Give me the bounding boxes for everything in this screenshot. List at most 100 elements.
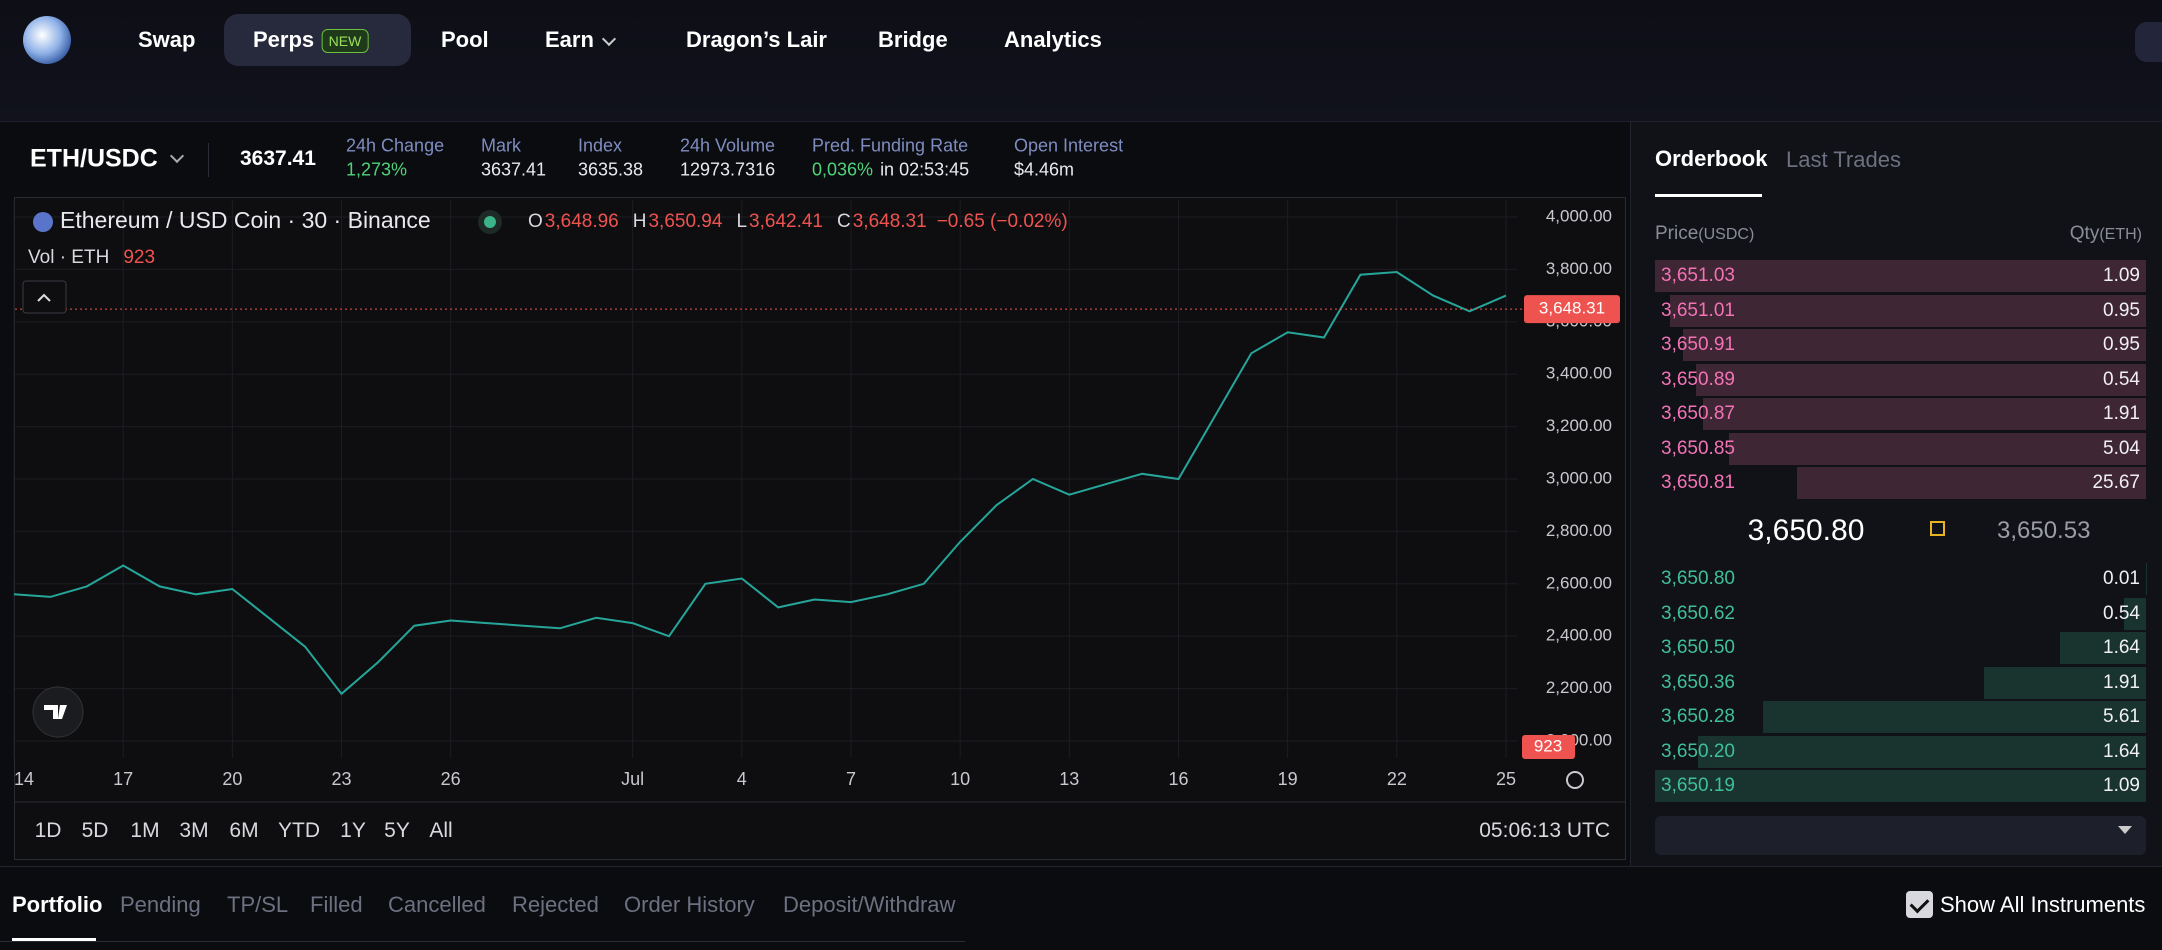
- stat-value: 0,036%: [812, 159, 874, 180]
- pair[interactable]: ETH/USDC: [30, 144, 158, 173]
- order-price[interactable]: 3,650.20: [1661, 740, 1735, 762]
- column-unit: (USDC): [1698, 226, 1755, 243]
- order-qty: 1.09: [2103, 265, 2140, 286]
- price: 3637.41: [240, 147, 316, 170]
- dropdown-chevron: [2118, 826, 2132, 834]
- stat-value: 12973.7316: [680, 159, 776, 180]
- order-qty: 0.54: [2103, 368, 2140, 390]
- bottom-divider: [0, 866, 2162, 867]
- depth-bar: [1728, 432, 2146, 465]
- clock: 05:06:13 UTC: [1479, 819, 1610, 842]
- nav-item[interactable]: Perps: [253, 27, 315, 52]
- checkbox[interactable]: [1906, 891, 1933, 918]
- timeframe[interactable]: 3M: [179, 819, 209, 842]
- order-qty: 1.91: [2103, 671, 2140, 693]
- nav-item[interactable]: Bridge: [878, 27, 948, 52]
- stat-label: Open Interest: [1014, 135, 1124, 156]
- order-qty: 0.95: [2103, 299, 2140, 321]
- order-price[interactable]: 3,650.62: [1661, 602, 1735, 624]
- portfolio-tab[interactable]: Cancelled: [388, 892, 486, 917]
- stat-suffix: in 02:53:45: [880, 159, 970, 180]
- toggle-label[interactable]: Show All Instruments: [1940, 892, 2146, 917]
- nav-item[interactable]: Analytics: [1004, 27, 1102, 52]
- timeframe[interactable]: 5D: [81, 819, 109, 842]
- column-unit: (ETH): [2099, 226, 2142, 243]
- portfolio-tab[interactable]: TP/SL: [227, 892, 289, 917]
- order-price[interactable]: 3,651.01: [1661, 299, 1735, 321]
- depth-bar: [1698, 735, 2146, 768]
- flag-icon: [1930, 521, 1945, 536]
- order-price[interactable]: 3,651.03: [1661, 265, 1735, 286]
- tab-underline: [1655, 194, 1762, 197]
- order-qty: 25.67: [2092, 472, 2140, 493]
- portfolio-tab[interactable]: Portfolio: [12, 892, 103, 917]
- order-qty: 0.54: [2103, 602, 2140, 624]
- timeframe[interactable]: 6M: [229, 819, 259, 842]
- column-name: Price: [1655, 223, 1699, 244]
- avatar[interactable]: [2135, 22, 2162, 62]
- order-price[interactable]: 3,650.80: [1661, 568, 1735, 589]
- portfolio-tab[interactable]: Filled: [310, 892, 363, 917]
- perps-pill[interactable]: [224, 14, 411, 66]
- order-price[interactable]: 3,650.50: [1661, 637, 1735, 658]
- order-price[interactable]: 3,650.91: [1661, 334, 1735, 355]
- order-price[interactable]: 3,650.85: [1661, 437, 1735, 459]
- depth-bar: [1762, 701, 2146, 733]
- order-price[interactable]: 3,650.89: [1661, 368, 1735, 390]
- tabs-baseline: [0, 941, 965, 942]
- depth-bar: [1695, 363, 2146, 396]
- stat-value: 3635.38: [578, 159, 644, 180]
- stat-value: 3637.41: [481, 159, 547, 180]
- portfolio-tab[interactable]: Pending: [120, 892, 201, 917]
- order-qty: 0.01: [2103, 568, 2140, 589]
- timeframe[interactable]: 1M: [130, 819, 160, 842]
- chart-panel: [14, 197, 1626, 860]
- order-qty: 1.09: [2103, 775, 2140, 796]
- tab-underline: [12, 938, 96, 941]
- nav-item[interactable]: Dragon’s Lair: [686, 27, 827, 52]
- order-price[interactable]: 3,650.87: [1661, 403, 1735, 424]
- order-qty: 5.61: [2103, 706, 2140, 727]
- timeframe[interactable]: 1D: [34, 819, 62, 842]
- order-price[interactable]: 3,650.28: [1661, 706, 1735, 727]
- orderbook-tab[interactable]: Last Trades: [1786, 147, 1901, 172]
- order-price[interactable]: 3,650.36: [1661, 671, 1735, 693]
- timeframe[interactable]: All: [429, 819, 453, 842]
- stat-label: 24h Volume: [680, 135, 776, 156]
- timeframe[interactable]: 5Y: [384, 819, 410, 842]
- logo[interactable]: [23, 16, 71, 64]
- portfolio-tab[interactable]: Rejected: [512, 892, 599, 917]
- timeframe[interactable]: YTD: [278, 819, 320, 842]
- stat-label: Index: [578, 135, 623, 156]
- nav-badge: NEW: [321, 29, 369, 53]
- nav-item[interactable]: Swap: [138, 27, 196, 52]
- order-qty: 1.64: [2103, 637, 2140, 658]
- depth-bar: [2059, 632, 2146, 664]
- nav-item[interactable]: Earn: [545, 27, 594, 52]
- portfolio-tab[interactable]: Order History: [624, 892, 755, 917]
- stat-label: Pred. Funding Rate: [812, 135, 969, 156]
- mid-price: 3,650.80: [1747, 514, 1865, 547]
- order-price[interactable]: 3,650.81: [1661, 472, 1735, 493]
- stat-label: 24h Change: [346, 135, 445, 156]
- stat-label: Mark: [481, 135, 521, 156]
- depth-bar: [2124, 597, 2146, 630]
- depth-bar: [1797, 467, 2146, 499]
- stat-value: 1,273%: [346, 159, 408, 180]
- order-price[interactable]: 3,650.19: [1661, 775, 1735, 796]
- order-qty: 5.04: [2103, 437, 2140, 459]
- orderbook-tab[interactable]: Orderbook: [1655, 146, 1768, 171]
- depth-bar: [1984, 666, 2146, 699]
- depth-bar: [1669, 294, 2146, 327]
- order-qty: 1.64: [2103, 740, 2140, 762]
- order-qty: 0.95: [2103, 334, 2140, 355]
- column-name: Qty: [2069, 223, 2100, 244]
- mark-price: 3,650.53: [1997, 517, 2091, 544]
- nav-item[interactable]: Pool: [441, 27, 489, 52]
- market-dropdown[interactable]: [1655, 816, 2146, 855]
- portfolio-tab[interactable]: Deposit/Withdraw: [783, 892, 956, 917]
- chevron: [169, 148, 185, 164]
- timeframe[interactable]: 1Y: [340, 819, 366, 842]
- divider: [208, 143, 209, 177]
